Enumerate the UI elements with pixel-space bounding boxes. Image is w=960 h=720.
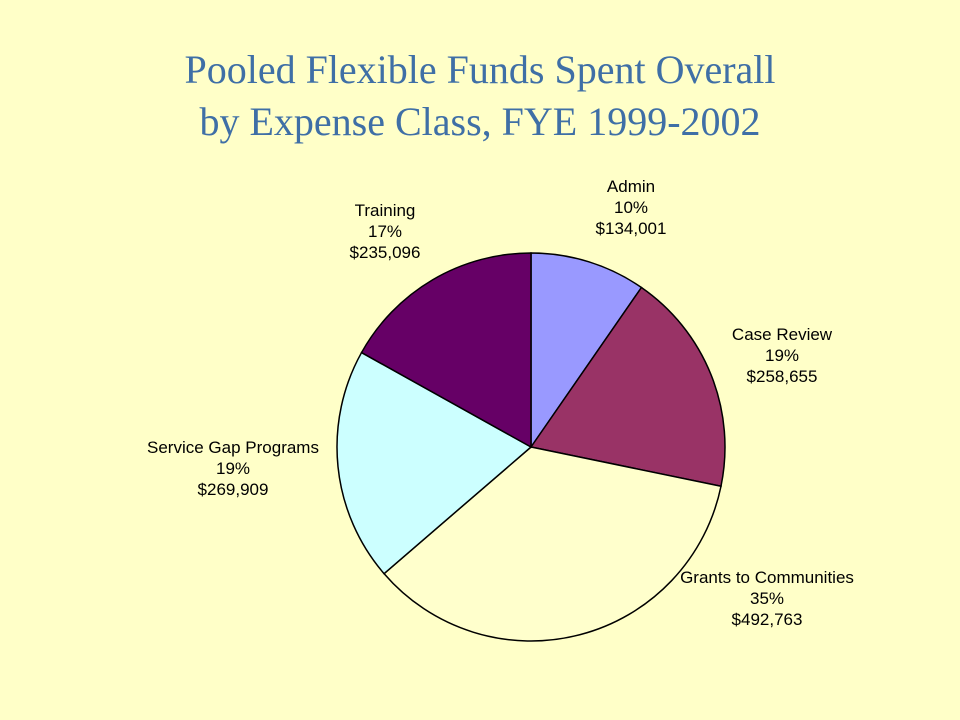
slice-percent: 19% — [216, 459, 250, 478]
slice-name: Service Gap Programs — [147, 438, 319, 457]
chart-title: Pooled Flexible Funds Spent Overall by E… — [0, 44, 960, 148]
slice-label-training: Training 17% $235,096 — [350, 201, 421, 262]
pie-slice-case-review — [529, 286, 726, 488]
slice-label-grants-to-communities: Grants to Communities 35% $492,763 — [680, 568, 854, 629]
chart-title-line-1: Pooled Flexible Funds Spent Overall — [184, 47, 776, 92]
slice-labels: Admin 10% $134,001 Case Review 19% $258,655 Gr… — [147, 177, 854, 629]
pie-slice-admin — [530, 252, 643, 450]
slice-amount: $134,001 — [596, 219, 667, 238]
slice-amount: $269,909 — [198, 480, 269, 499]
slice-label-admin: Admin 10% $134,001 — [596, 177, 667, 238]
pie-slice-grants-to-communities — [382, 446, 722, 642]
slice-percent: 10% — [614, 198, 648, 217]
chart-title-line-2: by Expense Class, FYE 1999-2002 — [199, 99, 761, 144]
slice-name: Grants to Communities — [680, 568, 854, 587]
slice-label-service-gap-programs: Service Gap Programs 19% $269,909 — [147, 438, 319, 499]
slice-name: Case Review — [732, 325, 833, 344]
slice-percent: 19% — [765, 346, 799, 365]
slice-amount: $258,655 — [747, 367, 818, 386]
slice-label-case-review: Case Review 19% $258,655 — [732, 325, 833, 386]
pie-slices — [336, 252, 726, 642]
slice-amount: $492,763 — [732, 610, 803, 629]
pie-slice-training — [360, 252, 532, 449]
slice-percent: 35% — [750, 589, 784, 608]
slice-name: Training — [355, 201, 416, 220]
slice-amount: $235,096 — [350, 243, 421, 262]
slice-percent: 17% — [368, 222, 402, 241]
pie-slice-service-gap-programs — [336, 351, 533, 575]
slice-name: Admin — [607, 177, 655, 196]
